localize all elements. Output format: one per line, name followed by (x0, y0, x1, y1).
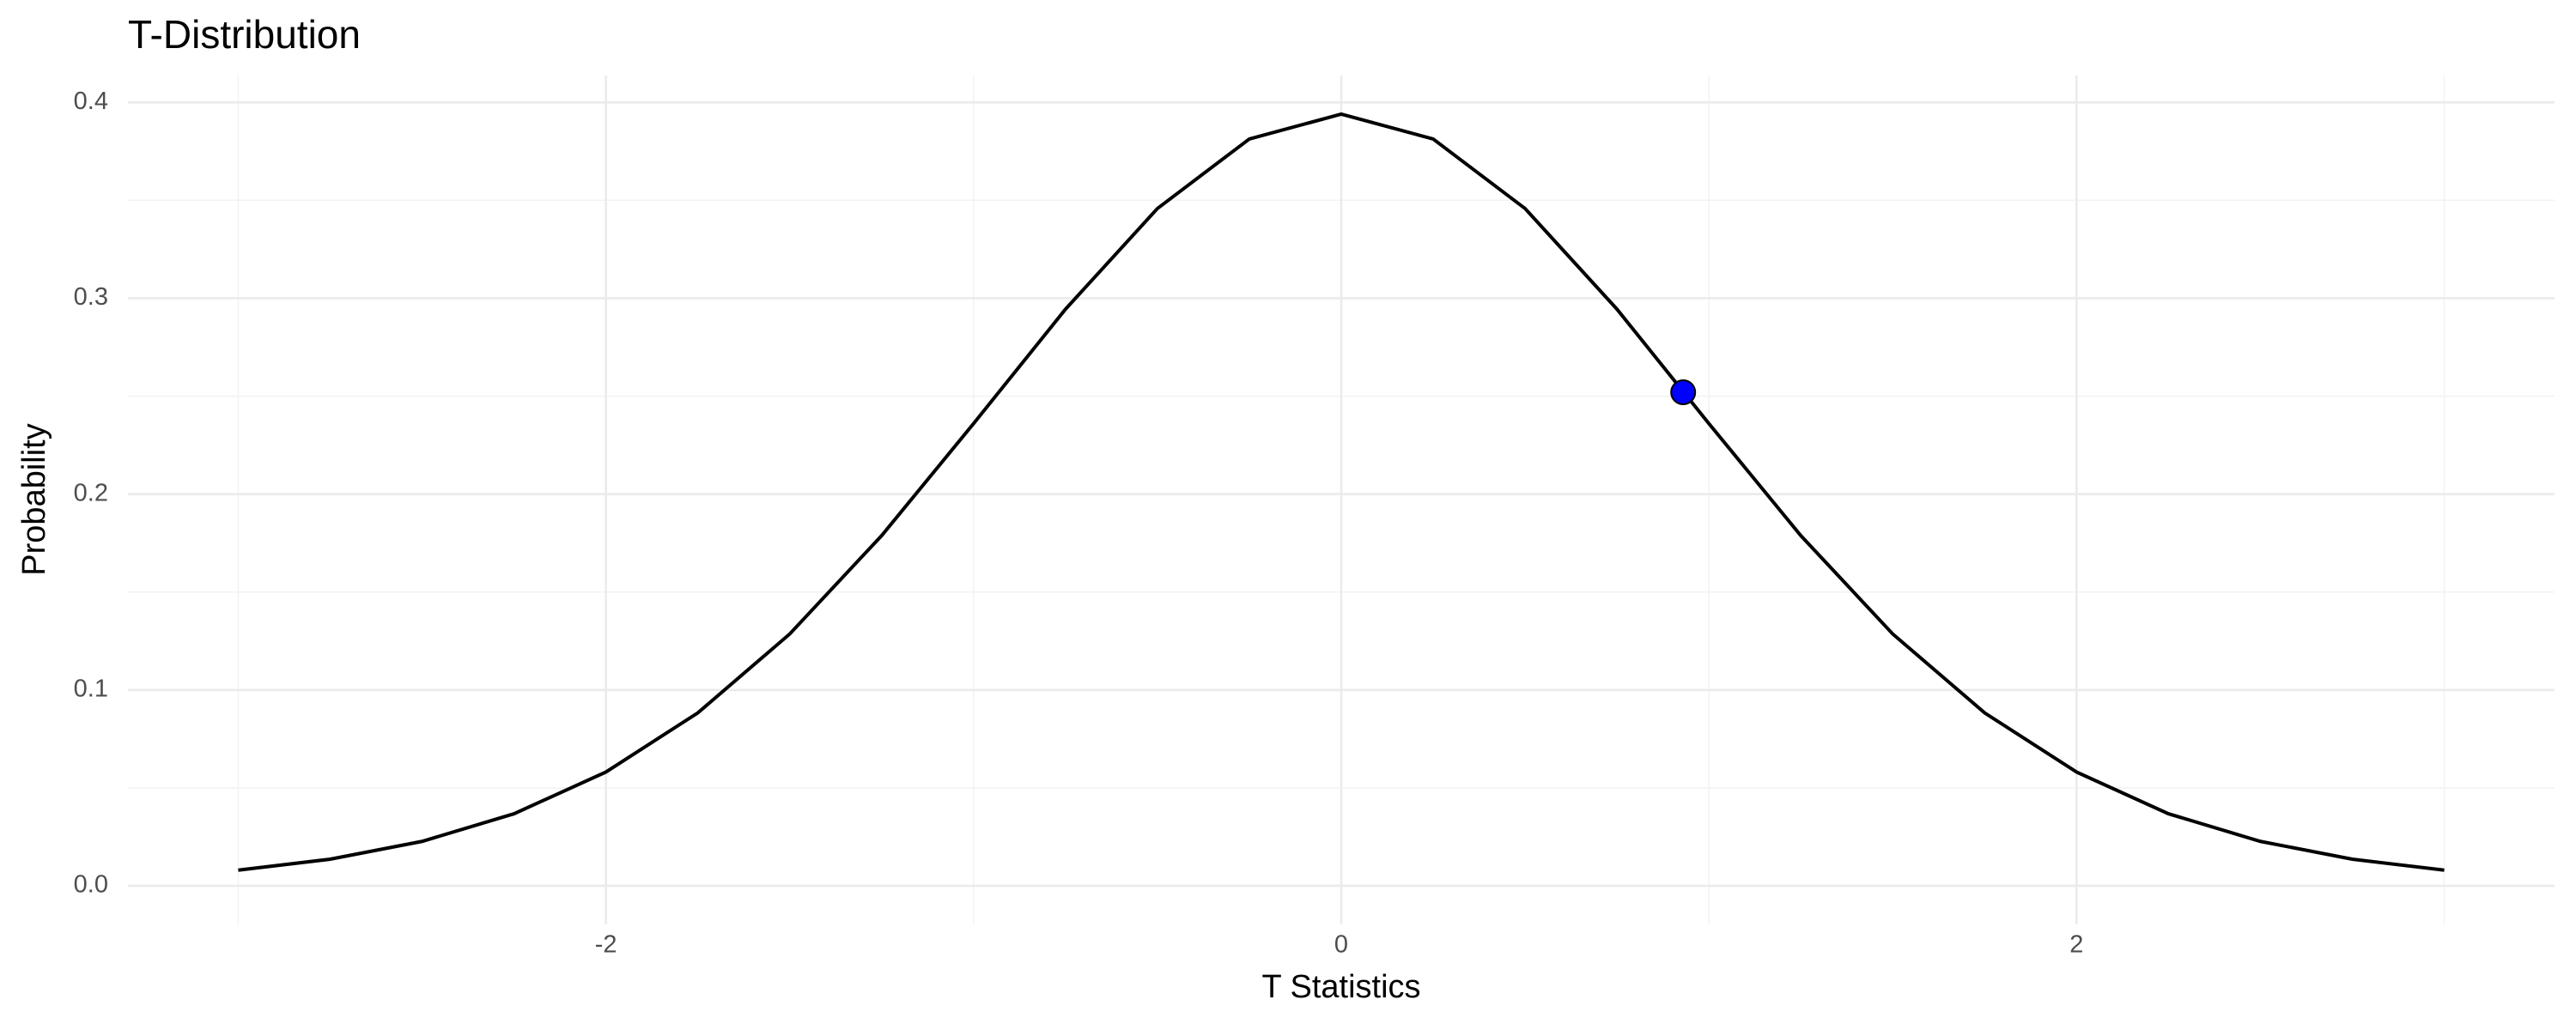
y-tick-label: 0.2 (74, 479, 108, 506)
x-tick-label: -2 (595, 931, 617, 959)
chart-title: T-Distribution (128, 12, 361, 57)
y-tick-label: 0.4 (74, 88, 108, 115)
y-tick-label: 0.3 (74, 283, 108, 311)
curve (238, 112, 2445, 872)
x-axis-label: T Statistics (1261, 969, 1420, 1005)
y-axis-label: Probability (16, 423, 52, 575)
y-tick-label: 0.1 (74, 676, 108, 703)
x-tick-label: 0 (1334, 931, 1348, 959)
x-tick-label: 2 (2069, 931, 2083, 959)
point (1670, 379, 1697, 405)
y-tick-label: 0.0 (74, 871, 108, 899)
